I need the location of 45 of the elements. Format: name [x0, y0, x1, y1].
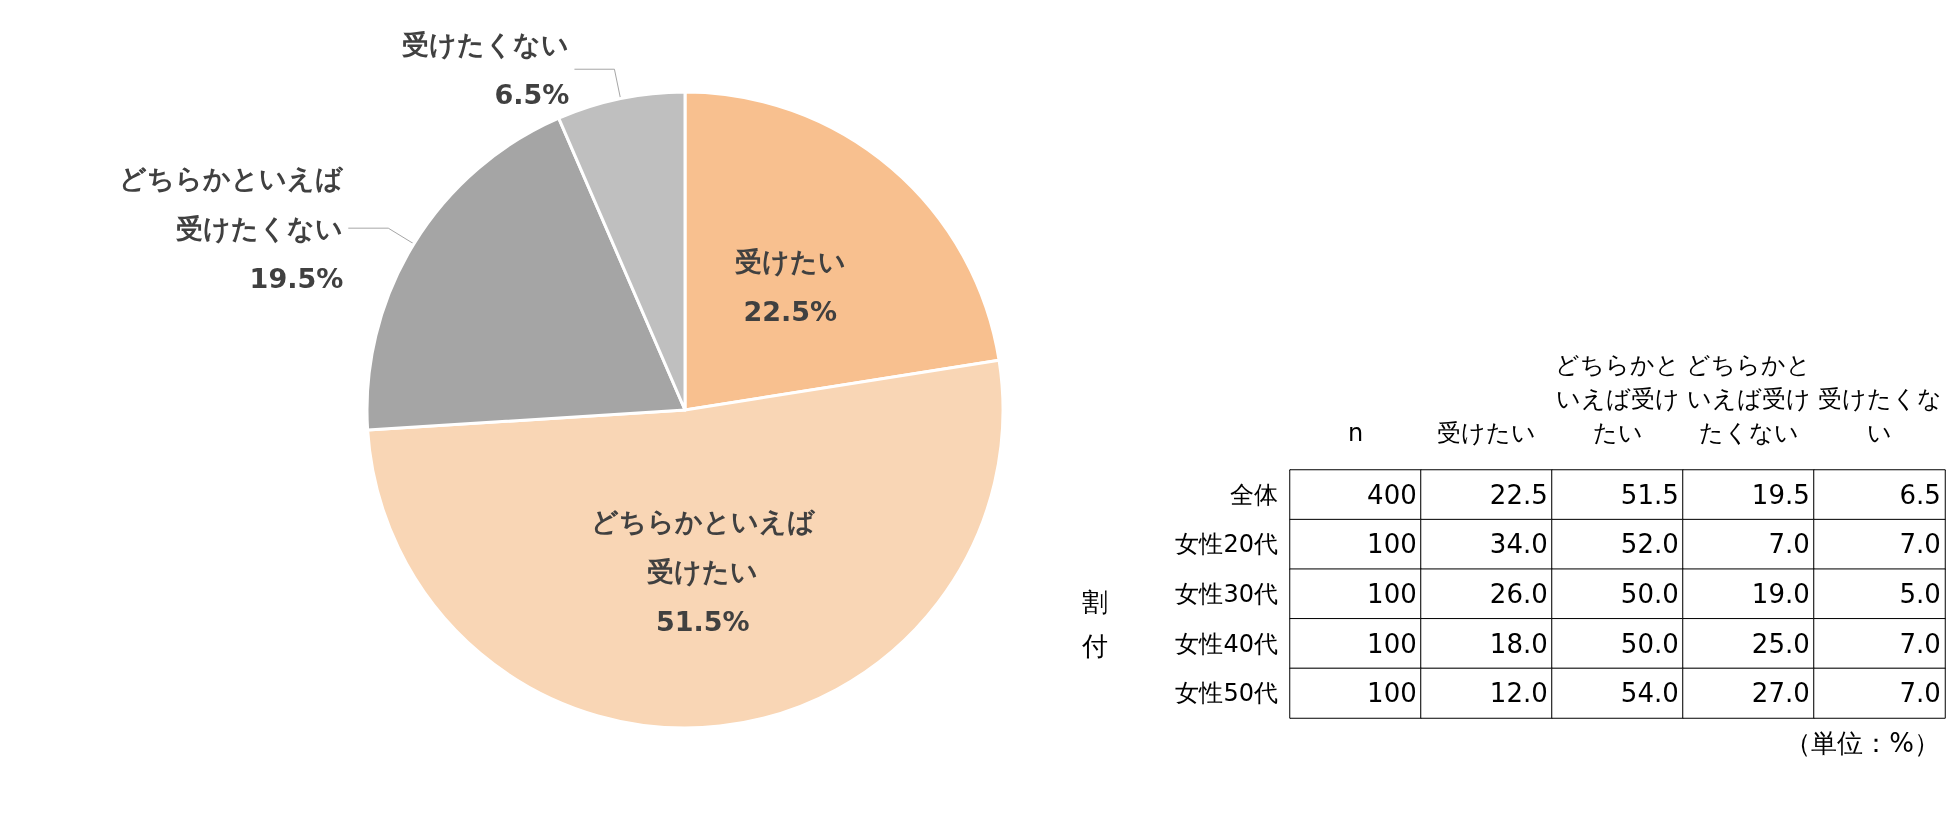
text: （単位：%） — [1785, 728, 1941, 758]
data-label: 400 — [1367, 479, 1417, 510]
data-label: 51.5 — [1620, 479, 1679, 510]
slice-label: どちらかといえば受けたい — [590, 505, 816, 587]
y-tick-label: 女性50代 — [1175, 679, 1278, 708]
data-label: 100 — [1367, 529, 1417, 560]
data-label: 54.0 — [1620, 678, 1679, 709]
data-label: 100 — [1367, 579, 1417, 609]
slice-label: 受けたくない — [402, 28, 570, 60]
data-label: 19.5 — [1751, 479, 1810, 510]
data-label: 50.0 — [1620, 579, 1679, 609]
data-label: 27.0 — [1751, 678, 1810, 709]
x-tick-label: 受けたい — [1437, 419, 1536, 447]
data-label: 12.0 — [1489, 678, 1548, 709]
x-tick-label: 受けたくない — [1817, 385, 1942, 447]
data-label: 5.0 — [1899, 579, 1941, 609]
data-label: 7.0 — [1768, 529, 1810, 560]
data-label: 7.0 — [1899, 529, 1941, 560]
data-label: 19.5% — [249, 262, 344, 294]
x-tick-label: n — [1347, 419, 1364, 447]
x-tick-label: どちらかといえば受けたい — [1555, 351, 1680, 447]
data-label: 6.5% — [494, 78, 570, 110]
slice-label: どちらかといえば受けたくない — [119, 162, 345, 244]
slice-label: 受けたい — [734, 246, 846, 278]
y-tick-label: 女性20代 — [1175, 530, 1278, 559]
data-label: 22.5% — [743, 296, 838, 328]
x-tick-label: どちらかといえば受けたくない — [1686, 351, 1811, 447]
data-label: 34.0 — [1489, 529, 1548, 560]
data-label: 6.5 — [1899, 479, 1941, 510]
data-label: 26.0 — [1489, 579, 1548, 609]
data-label: 50.0 — [1620, 628, 1679, 659]
data-label: 25.0 — [1751, 628, 1810, 659]
y-tick-label: 女性40代 — [1175, 629, 1278, 658]
data-label: 18.0 — [1489, 628, 1548, 659]
data-label: 19.0 — [1751, 579, 1810, 609]
data-label: 51.5% — [655, 605, 750, 637]
text: 割付 — [1081, 587, 1108, 661]
data-label: 7.0 — [1899, 678, 1941, 709]
data-label: 7.0 — [1899, 628, 1941, 659]
data-label: 22.5 — [1489, 479, 1548, 510]
y-tick-label: 全体 — [1230, 480, 1278, 509]
y-tick-label: 女性30代 — [1175, 580, 1278, 608]
data-label: 100 — [1367, 678, 1417, 709]
data-label: 100 — [1367, 628, 1417, 659]
data-label: 52.0 — [1620, 529, 1679, 560]
